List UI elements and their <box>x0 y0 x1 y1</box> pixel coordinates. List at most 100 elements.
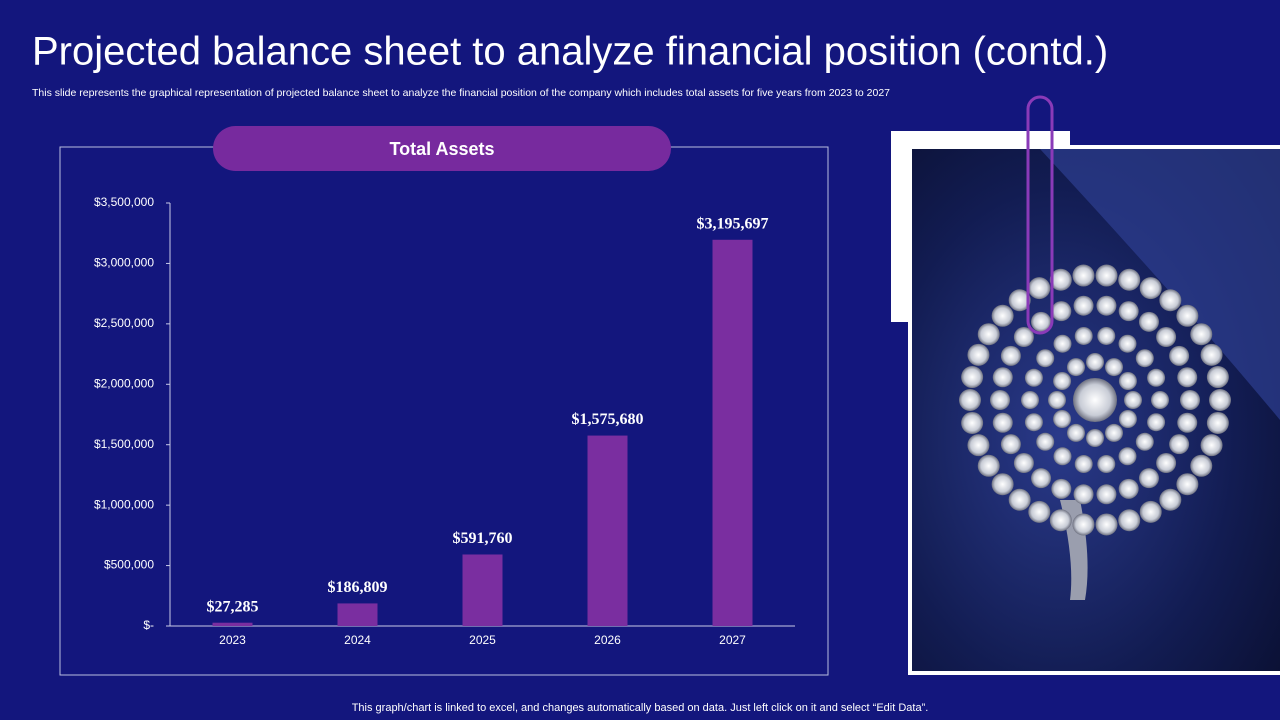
gem <box>1118 372 1137 390</box>
gem <box>1159 289 1182 312</box>
gem <box>1000 345 1021 366</box>
gem <box>1159 488 1182 511</box>
gem <box>1067 358 1085 377</box>
gem <box>977 454 1000 477</box>
photo-fabric <box>1040 149 1280 420</box>
gem <box>1028 500 1051 523</box>
gem <box>1118 301 1139 322</box>
gem <box>961 411 984 434</box>
gem <box>1073 378 1117 422</box>
y-tick-label: $- <box>143 618 154 632</box>
chart-title: Total Assets <box>389 139 494 159</box>
gem <box>1053 372 1072 390</box>
gem <box>1209 389 1231 411</box>
plot: $- $500,000 $1,000,000 $1,500,000 $2,000,000… <box>94 195 769 647</box>
slide-title: Projected balance sheet to analyze finan… <box>32 30 1108 74</box>
gem <box>1105 358 1123 377</box>
y-tick-label: $3,500,000 <box>94 195 154 209</box>
y-tick-label: $1,000,000 <box>94 497 154 511</box>
bar <box>462 554 503 626</box>
data-label: $3,195,697 <box>697 215 769 232</box>
gem <box>991 304 1014 327</box>
gem <box>1072 513 1095 536</box>
gem <box>1151 391 1169 409</box>
gem <box>1051 301 1072 322</box>
gem <box>1053 410 1072 428</box>
gem <box>959 389 981 411</box>
gem <box>992 412 1013 433</box>
gem <box>1024 368 1043 387</box>
gem <box>1008 488 1031 511</box>
gem <box>1190 323 1213 346</box>
gem <box>1048 391 1066 409</box>
y-tick-label: $3,000,000 <box>94 256 154 270</box>
gem <box>1096 295 1117 316</box>
gem <box>1156 327 1177 348</box>
gem <box>1118 509 1141 532</box>
gem <box>1095 264 1118 287</box>
gem <box>1176 304 1199 327</box>
gem <box>1206 411 1229 434</box>
gem <box>1156 452 1177 473</box>
gem <box>1036 432 1055 451</box>
gem <box>967 343 990 366</box>
gem <box>1013 327 1034 348</box>
gem <box>977 323 1000 346</box>
x-tick-label: 2025 <box>469 633 496 647</box>
gem <box>1177 412 1198 433</box>
y-tick-label: $2,500,000 <box>94 316 154 330</box>
gem <box>1147 368 1166 387</box>
gem <box>1053 447 1072 466</box>
gem <box>1086 353 1104 371</box>
gem <box>1097 455 1116 474</box>
gem <box>1049 509 1072 532</box>
bar <box>212 622 253 626</box>
gem <box>1074 326 1093 345</box>
gem <box>1200 434 1223 457</box>
gem <box>1147 413 1166 432</box>
x-tick-label: 2027 <box>719 633 746 647</box>
gem <box>1118 478 1139 499</box>
data-label: $1,575,680 <box>572 411 644 428</box>
gem <box>1086 429 1104 447</box>
gem <box>1028 277 1051 300</box>
gem <box>1049 268 1072 291</box>
bar <box>587 435 628 626</box>
gem <box>1051 478 1072 499</box>
gem <box>1074 455 1093 474</box>
gem <box>1021 391 1039 409</box>
data-label: $591,760 <box>453 530 513 547</box>
chart-title-pill <box>213 126 671 171</box>
data-label: $27,285 <box>207 598 259 615</box>
gem <box>1067 423 1085 442</box>
gem <box>1097 326 1116 345</box>
gem <box>1013 452 1034 473</box>
subtitle: This slide represents the graphical repr… <box>32 87 890 99</box>
gem <box>1138 468 1159 489</box>
gem <box>1073 295 1094 316</box>
gem <box>1118 334 1137 353</box>
gem <box>1135 349 1154 368</box>
bar <box>337 603 378 626</box>
gem <box>1073 484 1094 505</box>
gem <box>961 366 984 389</box>
bar <box>712 239 753 626</box>
gem <box>1169 434 1190 455</box>
gem <box>1036 349 1055 368</box>
gem <box>992 367 1013 388</box>
gem <box>1008 289 1031 312</box>
ring-illustration <box>959 264 1231 600</box>
x-tick-label: 2024 <box>344 633 371 647</box>
gem <box>1200 343 1223 366</box>
x-tick-label: 2023 <box>219 633 246 647</box>
gem <box>1072 264 1095 287</box>
gem <box>1176 473 1199 496</box>
footnote: This graph/chart is linked to excel, and… <box>352 702 929 714</box>
gem <box>1031 311 1052 332</box>
gem <box>967 434 990 457</box>
gem <box>1190 454 1213 477</box>
gem <box>1135 432 1154 451</box>
y-tick-label: $500,000 <box>104 558 154 572</box>
gem <box>1177 367 1198 388</box>
